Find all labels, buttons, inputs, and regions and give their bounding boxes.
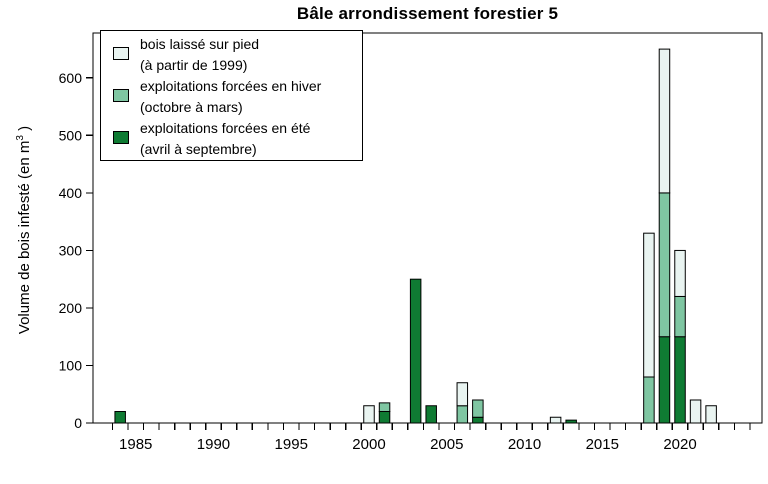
legend-item-hiver: exploitations forcées en hiver (octobre … xyxy=(113,76,362,118)
bar-segment-2001-hiver xyxy=(378,402,391,412)
bar-segment-2003-ete xyxy=(409,278,422,424)
bar-segment-2001-ete xyxy=(378,410,391,424)
bar-segment-2004-ete xyxy=(425,405,437,424)
y-tick-label: 0 xyxy=(74,415,82,431)
legend-hiver-line1: exploitations forcées en hiver xyxy=(140,78,322,94)
y-tick-label: 600 xyxy=(59,70,83,86)
y-axis-label-close: ) xyxy=(16,125,33,136)
y-tick-label: 200 xyxy=(59,300,83,316)
bar-segment-2019-laisse xyxy=(658,48,671,194)
legend-swatch-laisse-icon xyxy=(113,47,129,60)
y-axis-label-main: Volume de bois infesté (en m xyxy=(16,140,33,335)
legend-hiver-line2: (octobre à mars) xyxy=(140,99,243,115)
y-axis-label-sup: 3 xyxy=(15,135,26,141)
bar-segment-2012-laisse xyxy=(549,416,562,424)
bar-segment-2007-hiver xyxy=(472,399,484,418)
y-axis-label: Volume de bois infesté (en m3 ) xyxy=(15,70,33,390)
x-tick-label: 2020 xyxy=(663,436,696,453)
bar-segment-2020-ete xyxy=(674,336,686,424)
x-tick-label: 1995 xyxy=(275,436,308,453)
x-tick-label: 2010 xyxy=(508,436,541,453)
y-tick-label: 400 xyxy=(59,185,83,201)
legend-laisse-line2: (à partir de 1999) xyxy=(140,57,248,73)
bar-segment-2018-laisse xyxy=(643,232,655,378)
legend-swatch-hiver-icon xyxy=(113,89,129,102)
bar-segment-2013-ete xyxy=(565,419,577,424)
legend-item-laisse: bois laissé sur pied (à partir de 1999) xyxy=(113,34,362,76)
y-tick-label: 100 xyxy=(59,357,83,373)
legend-label-laisse: bois laissé sur pied (à partir de 1999) xyxy=(140,34,259,76)
legend-swatch-ete-icon xyxy=(113,131,129,144)
x-tick-label: 2015 xyxy=(586,436,619,453)
chart-title: Bâle arrondissement forestier 5 xyxy=(296,4,559,23)
legend-ete-line2: (avril à septembre) xyxy=(140,141,257,157)
bar-segment-2000-laisse xyxy=(363,405,375,424)
x-tick-label: 1990 xyxy=(197,436,230,453)
legend-laisse-line1: bois laissé sur pied xyxy=(140,36,260,52)
bar-segment-2022-laisse xyxy=(705,405,717,424)
bar-segment-1984-ete xyxy=(114,410,126,424)
legend-label-ete: exploitations forcées en été (avril à se… xyxy=(140,118,310,160)
x-tick-label: 2005 xyxy=(430,436,463,453)
bar-segment-2019-ete xyxy=(658,336,671,424)
y-tick-label: 500 xyxy=(59,127,83,143)
legend-label-hiver: exploitations forcées en hiver (octobre … xyxy=(140,76,321,118)
bar-segment-2006-hiver xyxy=(456,405,469,424)
bar-segment-2006-laisse xyxy=(456,382,469,407)
bar-segment-2021-laisse xyxy=(689,399,702,424)
bar-segment-2007-ete xyxy=(472,416,484,424)
bar-segment-2020-laisse xyxy=(674,249,686,297)
x-tick-label: 2000 xyxy=(352,436,385,453)
y-tick-label: 300 xyxy=(59,242,83,258)
bar-segment-2018-hiver xyxy=(643,376,655,424)
bar-segment-2019-hiver xyxy=(658,192,671,338)
legend-item-ete: exploitations forcées en été (avril à se… xyxy=(113,118,362,160)
legend-ete-line1: exploitations forcées en été xyxy=(140,120,311,136)
x-tick-label: 1985 xyxy=(119,436,152,453)
bar-segment-2020-hiver xyxy=(674,295,686,338)
legend-box: bois laissé sur pied (à partir de 1999) … xyxy=(100,30,363,161)
